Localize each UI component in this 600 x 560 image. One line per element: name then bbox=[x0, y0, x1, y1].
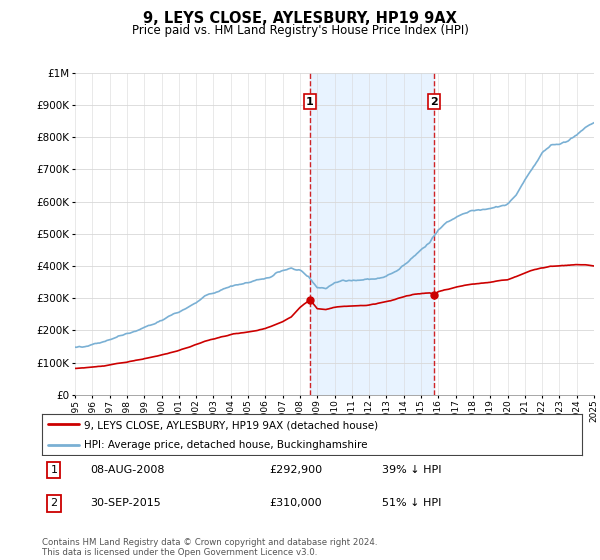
Text: 1: 1 bbox=[50, 465, 58, 475]
Text: 08-AUG-2008: 08-AUG-2008 bbox=[91, 465, 165, 475]
Text: £292,900: £292,900 bbox=[269, 465, 322, 475]
Text: £310,000: £310,000 bbox=[269, 498, 322, 508]
Text: Price paid vs. HM Land Registry's House Price Index (HPI): Price paid vs. HM Land Registry's House … bbox=[131, 24, 469, 36]
Text: 9, LEYS CLOSE, AYLESBURY, HP19 9AX (detached house): 9, LEYS CLOSE, AYLESBURY, HP19 9AX (deta… bbox=[84, 421, 378, 430]
Text: 51% ↓ HPI: 51% ↓ HPI bbox=[382, 498, 442, 508]
Text: 2: 2 bbox=[50, 498, 58, 508]
Text: 9, LEYS CLOSE, AYLESBURY, HP19 9AX: 9, LEYS CLOSE, AYLESBURY, HP19 9AX bbox=[143, 11, 457, 26]
Text: 1: 1 bbox=[306, 97, 314, 107]
Bar bbox=[310, 73, 434, 395]
Text: 39% ↓ HPI: 39% ↓ HPI bbox=[382, 465, 442, 475]
Text: HPI: Average price, detached house, Buckinghamshire: HPI: Average price, detached house, Buck… bbox=[84, 441, 368, 450]
Text: 30-SEP-2015: 30-SEP-2015 bbox=[91, 498, 161, 508]
Text: Contains HM Land Registry data © Crown copyright and database right 2024.
This d: Contains HM Land Registry data © Crown c… bbox=[42, 538, 377, 557]
Text: 2: 2 bbox=[430, 97, 438, 107]
